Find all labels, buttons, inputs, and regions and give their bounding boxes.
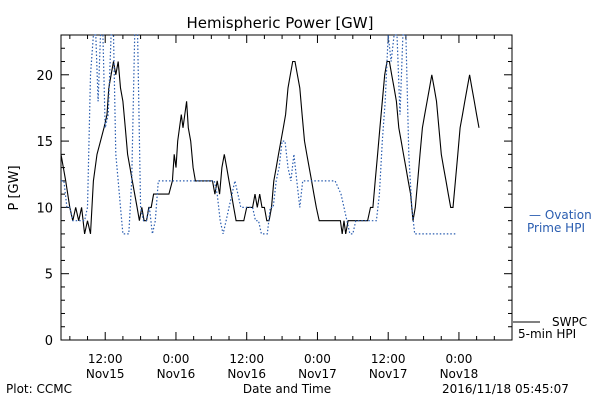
- x-tick-label-time: 12:00: [229, 352, 264, 366]
- x-tick-label-date: Nov17: [369, 367, 408, 381]
- legend-ovation-line2: Prime HPI: [527, 221, 585, 235]
- x-tick-label-time: 0:00: [162, 352, 189, 366]
- ovation-prime-line: [61, 34, 456, 235]
- x-tick-label-date: Nov16: [157, 367, 196, 381]
- y-axis: 0 5 10 15 20: [36, 47, 512, 349]
- legend-ovation-line1: — Ovation: [529, 208, 592, 222]
- y-tick-label: 5: [45, 268, 53, 283]
- x-tick-label-time: 12:00: [371, 352, 406, 366]
- x-tick-label-time: 12:00: [88, 352, 123, 366]
- y-axis-label: P [GW]: [7, 165, 22, 210]
- footer-right: 2016/11/18 05:45:07: [442, 382, 569, 396]
- swpc-hpi-line: [60, 60, 480, 235]
- x-tick-label-time: 0:00: [445, 352, 472, 366]
- x-axis: 12:00Nov150:00Nov1612:00Nov160:00Nov1712…: [69, 35, 513, 381]
- plot-frame: [60, 34, 513, 341]
- chart-title: Hemispheric Power [GW]: [187, 14, 374, 32]
- x-tick-label-date: Nov16: [227, 367, 266, 381]
- y-tick-label: 20: [36, 69, 53, 84]
- y-tick-label: 10: [36, 201, 53, 216]
- series-layer: [60, 34, 480, 235]
- x-tick-label-date: Nov15: [86, 367, 125, 381]
- x-tick-label-time: 0:00: [304, 352, 331, 366]
- x-tick-label-date: Nov18: [440, 367, 479, 381]
- legend-swpc-line2: 5-min HPI: [518, 327, 576, 341]
- legend-swpc-line1: SWPC: [552, 315, 587, 329]
- legend: — Ovation Prime HPI SWPC 5-min HPI: [513, 208, 592, 341]
- x-tick-label-date: Nov17: [298, 367, 337, 381]
- y-tick-label: 0: [45, 334, 53, 349]
- y-tick-label: 15: [36, 135, 53, 150]
- footer-left: Plot: CCMC: [6, 382, 72, 396]
- x-axis-label: Date and Time: [243, 382, 331, 396]
